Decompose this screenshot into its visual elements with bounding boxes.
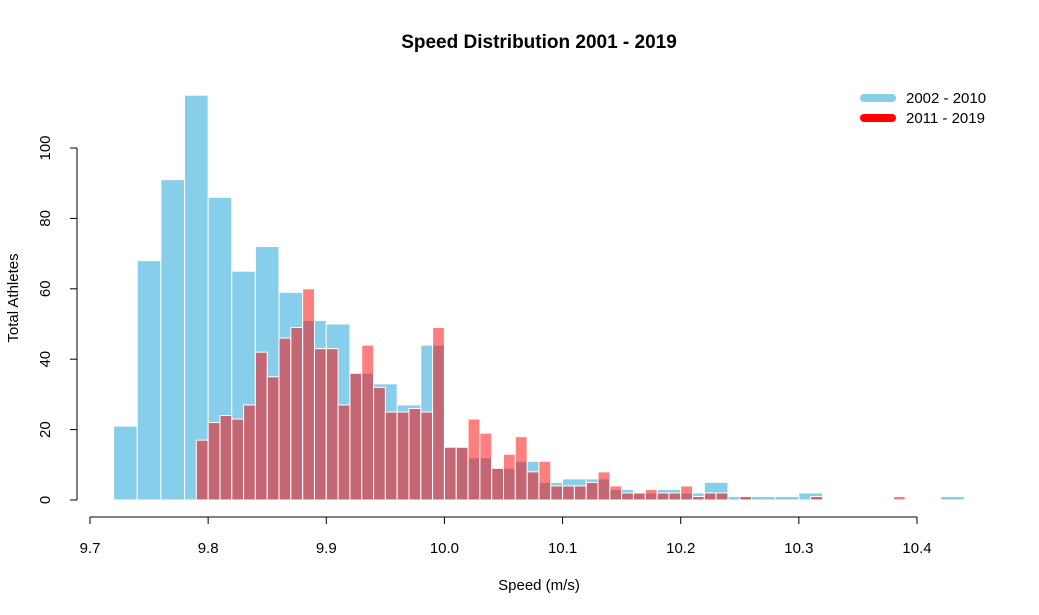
bar-2011-2019 bbox=[692, 495, 705, 501]
bar-2011-2019 bbox=[337, 404, 351, 501]
y-tick-label: 40 bbox=[37, 351, 54, 368]
bar-2002-2010 bbox=[136, 260, 162, 501]
x-tick-label: 9.7 bbox=[80, 540, 101, 557]
bar-2011-2019 bbox=[526, 471, 540, 501]
bar-2011-2019 bbox=[621, 492, 634, 501]
bar-2011-2019 bbox=[373, 386, 386, 501]
y-axis-label: Total Athletes bbox=[5, 253, 22, 342]
bar-2011-2019 bbox=[632, 492, 646, 501]
bar-2011-2019 bbox=[207, 422, 221, 501]
chart-title: Speed Distribution 2001 - 2019 bbox=[401, 32, 677, 53]
bar-2002-2010 bbox=[774, 495, 800, 501]
bar-2011-2019 bbox=[432, 327, 445, 501]
bar-2011-2019 bbox=[231, 418, 245, 501]
bar-2011-2019 bbox=[420, 411, 434, 501]
bar-2011-2019 bbox=[514, 436, 528, 501]
y-axis: 0 20 40 60 80 100 bbox=[37, 135, 78, 504]
bar-2011-2019 bbox=[325, 348, 339, 501]
bar-2011-2019 bbox=[656, 492, 670, 501]
bar-2011-2019 bbox=[443, 446, 457, 501]
bar-2002-2010 bbox=[113, 425, 138, 501]
x-tick-label: 9.9 bbox=[316, 540, 337, 557]
bar-2011-2019 bbox=[467, 418, 481, 501]
y-tick-label: 20 bbox=[37, 421, 54, 438]
bar-2011-2019 bbox=[739, 495, 753, 501]
bar-2011-2019 bbox=[644, 488, 658, 501]
bar-2011-2019 bbox=[266, 376, 280, 501]
x-tick-label: 9.8 bbox=[198, 540, 219, 557]
bar-2011-2019 bbox=[810, 495, 823, 501]
bar-2011-2019 bbox=[491, 467, 504, 501]
bar-2011-2019 bbox=[573, 485, 587, 501]
bar-2011-2019 bbox=[892, 495, 906, 501]
bar-2011-2019 bbox=[703, 492, 717, 501]
y-tick-label: 100 bbox=[37, 135, 54, 160]
bar-2011-2019 bbox=[680, 485, 694, 501]
bar-2002-2010 bbox=[751, 495, 776, 501]
x-axis-label: Speed (m/s) bbox=[498, 577, 580, 594]
bar-2011-2019 bbox=[715, 492, 729, 501]
x-tick-label: 10.4 bbox=[902, 540, 931, 557]
bar-2011-2019 bbox=[396, 411, 410, 501]
x-tick-label: 10.2 bbox=[666, 540, 695, 557]
bar-2011-2019 bbox=[349, 372, 363, 501]
bar-2011-2019 bbox=[302, 288, 315, 501]
bar-2002-2010 bbox=[160, 179, 186, 501]
y-tick-label: 80 bbox=[37, 210, 54, 227]
bar-2011-2019 bbox=[597, 471, 611, 501]
x-tick-label: 10.1 bbox=[548, 540, 577, 557]
bar-2011-2019 bbox=[384, 411, 398, 501]
bar-2002-2010 bbox=[184, 94, 209, 501]
bar-2011-2019 bbox=[479, 432, 493, 501]
bar-2011-2019 bbox=[562, 485, 575, 501]
legend-label: 2011 - 2019 bbox=[906, 110, 985, 127]
bar-2011-2019 bbox=[290, 327, 304, 501]
y-tick-label: 0 bbox=[37, 496, 54, 504]
legend-label: 2002 - 2010 bbox=[906, 90, 986, 107]
bar-2002-2010 bbox=[940, 495, 965, 501]
x-tick-label: 10.3 bbox=[784, 540, 813, 557]
bar-2011-2019 bbox=[455, 446, 469, 501]
bar-2011-2019 bbox=[609, 485, 623, 501]
legend: 2002 - 2010 2011 - 2019 bbox=[860, 90, 986, 127]
bar-2011-2019 bbox=[313, 348, 327, 501]
bar-2011-2019 bbox=[585, 481, 599, 501]
y-tick-label: 60 bbox=[37, 280, 54, 297]
bar-2011-2019 bbox=[278, 337, 292, 501]
bar-2011-2019 bbox=[668, 492, 682, 501]
bar-2011-2019 bbox=[243, 404, 256, 501]
x-axis: 9.7 9.8 9.9 10.0 10.1 10.2 10.3 10.4 bbox=[80, 516, 932, 557]
bar-2011-2019 bbox=[219, 415, 233, 501]
bar-2011-2019 bbox=[550, 485, 564, 501]
bar-2011-2019 bbox=[254, 351, 268, 501]
bar-2011-2019 bbox=[503, 453, 516, 501]
bar-2011-2019 bbox=[361, 344, 375, 501]
x-tick-label: 10.0 bbox=[430, 540, 459, 557]
bar-2011-2019 bbox=[538, 460, 552, 501]
bar-2011-2019 bbox=[408, 407, 422, 501]
bar-2011-2019 bbox=[195, 439, 209, 501]
series-2011-2019-bars bbox=[195, 288, 906, 501]
